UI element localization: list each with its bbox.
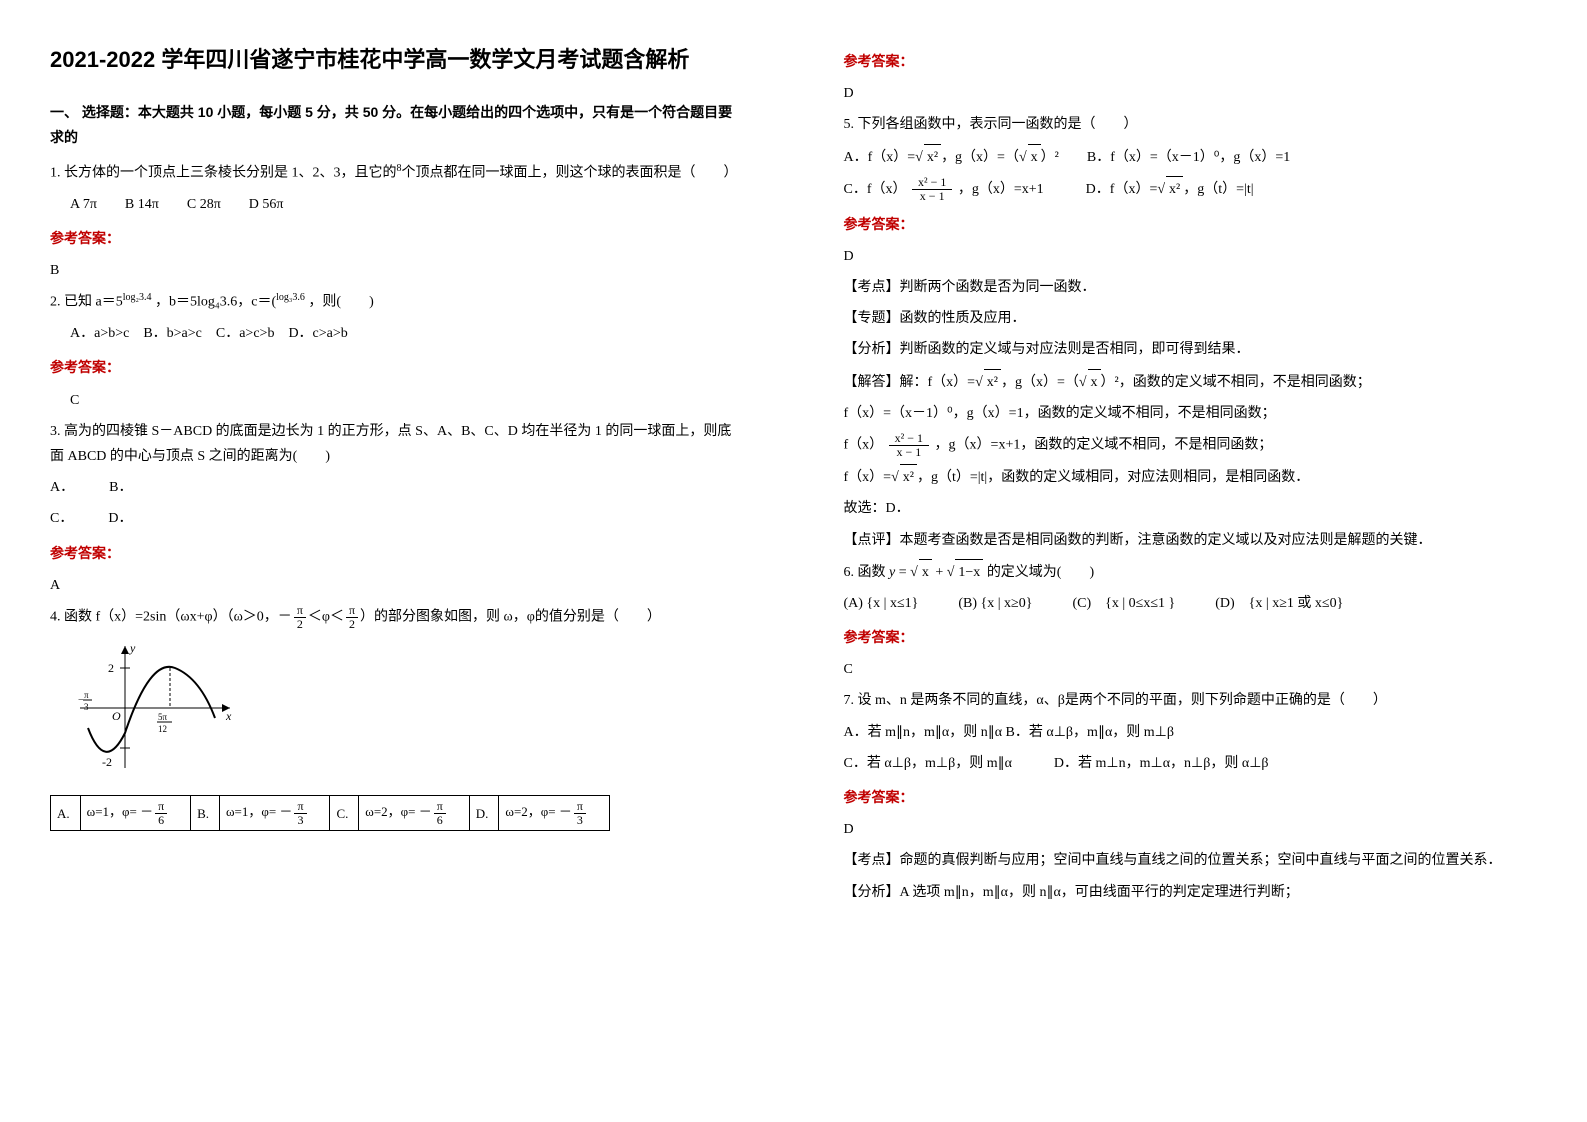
q4-stem: 4. 函数 f（x）=2sin（ωx+φ）（ω＞0，－π2＜φ＜π2）的部分图象… xyxy=(50,604,744,630)
q1-opt-c: C 28π xyxy=(187,192,221,217)
q4-ans: D xyxy=(844,81,1538,106)
q4-stem-c: ）的部分图象如图，则 ω，φ的值分别是（ ） xyxy=(360,609,661,624)
q6-opts: (A) {x | x≤1} (B) {x | x≥0} (C) {x | 0≤x… xyxy=(844,591,1538,616)
q5-ans: D xyxy=(844,244,1538,269)
svg-text:-2: -2 xyxy=(102,755,112,769)
svg-text:12: 12 xyxy=(158,724,167,734)
q5-jd1: 【解答】解：f（x）=√x²，g（x）=（√x）²，函数的定义域不相同，不是相同… xyxy=(844,369,1538,395)
q5-zt: 【专题】函数的性质及应用． xyxy=(844,306,1538,331)
q4-ans-label: 参考答案： xyxy=(844,50,1538,75)
svg-text:π: π xyxy=(84,690,89,700)
svg-text:x: x xyxy=(225,709,232,723)
q4-stem-a: 4. 函数 f（x）=2sin（ωx+φ）（ω＞0，－ xyxy=(50,609,292,624)
q2-exp-a: log₂3.4 xyxy=(123,292,152,303)
q5-jd3: f（x） x² − 1x − 1 ，g（x）=x+1，函数的定义域不相同，不是相… xyxy=(844,432,1538,458)
page-title: 2021-2022 学年四川省遂宁市桂花中学高一数学文月考试题含解析 xyxy=(50,40,744,80)
q5-gx: 故选：D． xyxy=(844,496,1538,521)
q4-td-b: B. xyxy=(191,796,220,831)
q2-stem-a: 2. 已知 a＝5 xyxy=(50,295,123,310)
q4-graph: y x O 2 -2 − π 3 5π 12 xyxy=(70,638,744,787)
q5-dp: 【点评】本题考查函数是否是相同函数的判断，注意函数的定义域以及对应法则是解题的关… xyxy=(844,528,1538,553)
q1-opt-d: D 56π xyxy=(249,192,284,217)
q5-fx: 【分析】判断函数的定义域与对应法则是否相同，即可得到结果． xyxy=(844,337,1538,362)
svg-text:O: O xyxy=(112,709,121,723)
q6-opt-b: (B) {x | x≥0} xyxy=(958,591,1032,616)
q4-cell-d: ω=2，φ= －π3 xyxy=(499,796,610,831)
q7-ans: D xyxy=(844,817,1538,842)
q5-opt-cd: C．f（x） x² − 1x − 1 ，g（x）=x+1 D．f（x）=√x²，… xyxy=(844,176,1538,203)
q6-ans-label: 参考答案： xyxy=(844,626,1538,651)
q4-frac1: π2 xyxy=(294,604,306,630)
q4-choice-table: A. ω=1，φ= －π6 B. ω=1，φ= －π3 C. ω=2，φ= －π… xyxy=(50,795,610,831)
q4-graph-svg: y x O 2 -2 − π 3 5π 12 xyxy=(70,638,240,778)
q1-options: A 7π B 14π C 28π D 56π xyxy=(70,192,744,217)
q4-td-a: A. xyxy=(51,796,81,831)
q5-opt-ab: A．f（x）=√x²，g（x）=（√x）² B．f（x）=（x－1）⁰，g（x）… xyxy=(844,144,1538,170)
svg-text:3: 3 xyxy=(84,702,89,712)
q6-stem: 6. 函数 y = √x + √1−x 的定义域为( ) xyxy=(844,559,1538,585)
section-a-header: 一、 选择题：本大题共 10 小题，每小题 5 分，共 50 分。在每小题给出的… xyxy=(50,100,744,150)
q7-opt-cd: C．若 α⊥β，m⊥β，则 m∥α D．若 m⊥n，m⊥α，n⊥β，则 α⊥β xyxy=(844,751,1538,776)
q4-cell-b: ω=1，φ= －π3 xyxy=(219,796,330,831)
q1-stem-a: 1. 长方体的一个顶点上三条棱长分别是 1、2、3，且它的 xyxy=(50,166,397,181)
q2-exp-c: log₃3.6 xyxy=(276,292,305,303)
right-column: 参考答案： D 5. 下列各组函数中，表示同一函数的是（ ） A．f（x）=√x… xyxy=(794,0,1587,1122)
q3-stem: 3. 高为的四棱锥 S－ABCD 的底面是边长为 1 的正方形，点 S、A、B、… xyxy=(50,419,744,469)
q1-stem-b: 个顶点都在同一球面上，则这个球的表面积是（ ） xyxy=(402,166,738,181)
q7-stem: 7. 设 m、n 是两条不同的直线，α、β是两个不同的平面，则下列命题中正确的是… xyxy=(844,688,1538,713)
q5-jd2: f（x）=（x－1）⁰，g（x）=1，函数的定义域不相同，不是相同函数； xyxy=(844,401,1538,426)
q6-expr: y = √x + √1−x xyxy=(889,565,983,580)
q3-opts-2: C． D． xyxy=(50,506,744,531)
svg-text:5π: 5π xyxy=(158,712,168,722)
q1-stem: 1. 长方体的一个顶点上三条棱长分别是 1、2、3，且它的8个顶点都在同一球面上… xyxy=(50,160,744,186)
q2-stem-c: ，则( ) xyxy=(305,295,374,310)
q5-jd4: f（x）=√x²，g（t）=|t|，函数的定义域相同，对应法则相同，是相同函数． xyxy=(844,464,1538,490)
q5-kd: 【考点】判断两个函数是否为同一函数． xyxy=(844,275,1538,300)
q2-ans-label: 参考答案： xyxy=(50,356,744,381)
q1-opt-a: A 7π xyxy=(70,192,97,217)
q2-ans: C xyxy=(70,388,744,413)
svg-text:2: 2 xyxy=(108,661,114,675)
left-column: 2021-2022 学年四川省遂宁市桂花中学高一数学文月考试题含解析 一、 选择… xyxy=(0,0,794,1122)
q4-td-c: C. xyxy=(330,796,359,831)
q6-opt-d: (D) {x | x≥1 或 x≤0} xyxy=(1215,591,1343,616)
q4-frac2: π2 xyxy=(346,604,358,630)
q7-ans-label: 参考答案： xyxy=(844,786,1538,811)
q2-stem: 2. 已知 a＝5log₂3.4 ，b＝5log₄3.6，c＝(log₃3.6 … xyxy=(50,289,744,315)
svg-text:y: y xyxy=(129,641,136,655)
q5-frac: x² − 1x − 1 xyxy=(912,176,952,202)
q1-opt-b: B 14π xyxy=(125,192,159,217)
q3-ans-label: 参考答案： xyxy=(50,542,744,567)
q4-cell-a: ω=1，φ= －π6 xyxy=(80,796,191,831)
q7-kd: 【考点】命题的真假判断与应用；空间中直线与直线之间的位置关系；空间中直线与平面之… xyxy=(844,848,1538,873)
q4-stem-b: ＜φ＜ xyxy=(308,609,344,624)
q6-opt-a: (A) {x | x≤1} xyxy=(844,591,919,616)
q3-ans: A xyxy=(50,573,744,598)
q6-ans: C xyxy=(844,657,1538,682)
q3-opts-1: A． B． xyxy=(50,475,744,500)
q4-cell-c: ω=2，φ= －π6 xyxy=(359,796,470,831)
q5-stem: 5. 下列各组函数中，表示同一函数的是（ ） xyxy=(844,112,1538,137)
q1-ans: B xyxy=(50,258,744,283)
q4-td-d: D. xyxy=(469,796,499,831)
q6-opt-c: (C) {x | 0≤x≤1 } xyxy=(1072,591,1175,616)
q5-ans-label: 参考答案： xyxy=(844,213,1538,238)
q2-options: A．a>b>c B．b>a>c C．a>c>b D．c>a>b xyxy=(70,321,744,346)
q7-opt-ab: A．若 m∥n，m∥α，则 n∥α B．若 α⊥β，m∥α，则 m⊥β xyxy=(844,720,1538,745)
q7-fx: 【分析】A 选项 m∥n，m∥α，则 n∥α，可由线面平行的判定定理进行判断； xyxy=(844,880,1538,905)
q2-stem-b: ，b＝5log₄3.6，c＝( xyxy=(151,295,276,310)
q1-ans-label: 参考答案： xyxy=(50,227,744,252)
